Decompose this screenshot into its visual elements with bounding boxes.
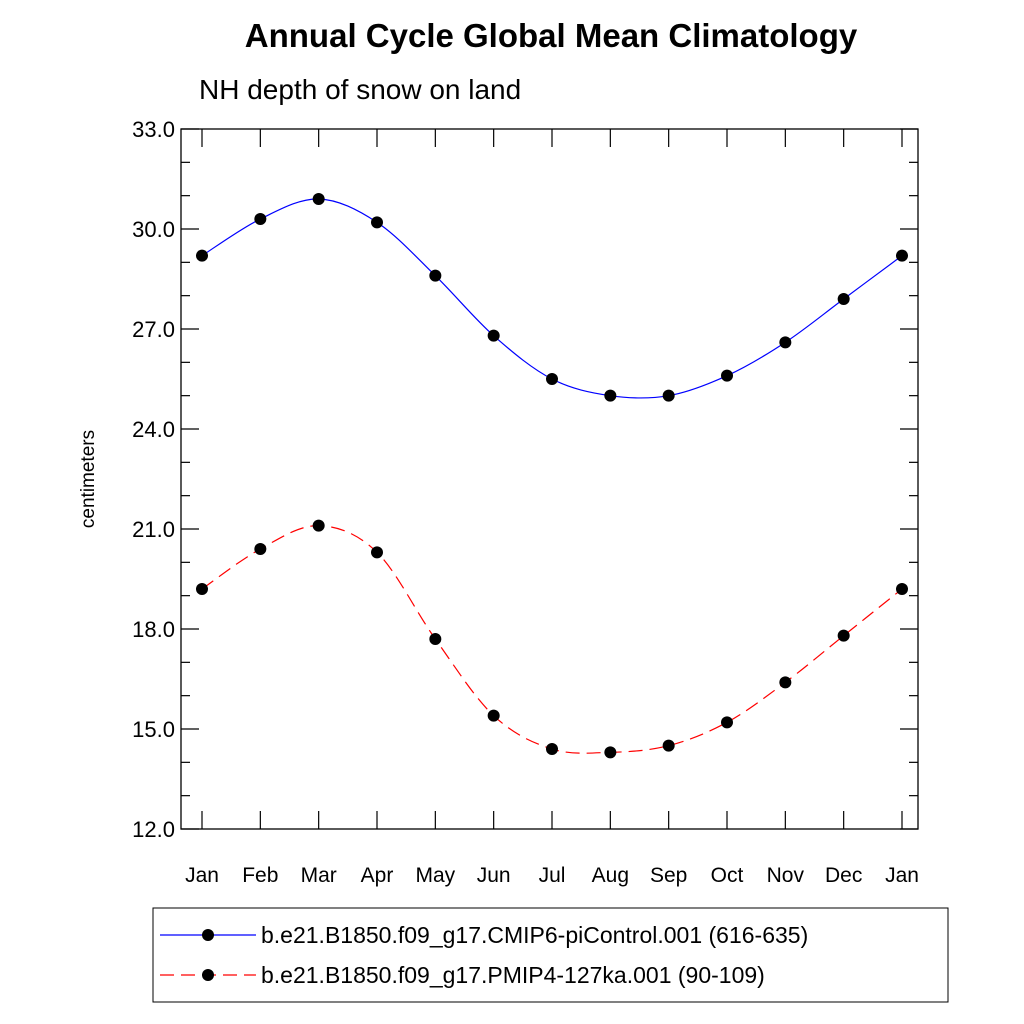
x-tick-label: Oct <box>711 864 744 887</box>
plot-frame <box>180 128 919 830</box>
data-point <box>312 519 325 532</box>
x-tick-label: Aug <box>592 864 629 887</box>
data-point <box>779 336 792 349</box>
data-point <box>254 213 267 225</box>
series-group <box>196 193 908 759</box>
data-point <box>604 746 617 759</box>
data-point <box>896 249 908 262</box>
y-tick-label: 30.0 <box>132 217 175 242</box>
data-point <box>429 633 442 645</box>
data-point <box>721 369 733 382</box>
data-point <box>371 546 383 559</box>
legend-entry-1: b.e21.B1850.f09_g17.PMIP4-127ka.001 (90-… <box>160 962 765 988</box>
legend-marker-0 <box>202 929 214 941</box>
y-axis-label: centimeters <box>78 430 99 528</box>
legend-box <box>152 907 949 1003</box>
data-point <box>604 389 617 402</box>
series-line-0 <box>201 198 903 399</box>
y-tick-label: 12.0 <box>132 817 175 842</box>
x-tick-label: Mar <box>301 864 337 887</box>
axis-ticks <box>181 128 918 830</box>
data-point <box>896 583 908 595</box>
data-point <box>721 716 733 729</box>
data-point <box>487 329 500 342</box>
series-line-1 <box>201 525 903 754</box>
data-point <box>196 583 208 595</box>
x-tick-label: Nov <box>767 864 805 887</box>
x-tick-labels: Jan Feb Mar Apr May Jun Jul Aug Sep Oct Nov Dec Jan <box>185 864 919 887</box>
data-point <box>196 249 208 262</box>
x-tick-label: Apr <box>361 864 394 887</box>
x-tick-label: Dec <box>825 864 862 887</box>
data-point <box>779 676 792 689</box>
y-tick-label: 18.0 <box>132 617 175 642</box>
x-tick-label: Feb <box>242 864 278 887</box>
x-tick-label: Sep <box>650 864 687 887</box>
x-tick-label: Jan <box>885 864 919 887</box>
legend-entry-0: b.e21.B1850.f09_g17.CMIP6-piControl.001 … <box>160 922 808 948</box>
data-point <box>662 389 675 402</box>
x-tick-label: Jan <box>185 864 219 887</box>
data-point <box>837 629 850 642</box>
y-tick-label: 27.0 <box>132 317 175 342</box>
x-tick-label: May <box>415 864 455 887</box>
data-point <box>312 193 325 205</box>
data-point <box>546 373 558 385</box>
chart-title: Annual Cycle Global Mean Climatology <box>245 17 858 54</box>
data-point <box>429 269 442 282</box>
data-point <box>546 743 558 755</box>
x-tick-label: Jun <box>477 864 511 887</box>
legend-label-1: b.e21.B1850.f09_g17.PMIP4-127ka.001 (90-… <box>261 962 765 988</box>
legend-label-0: b.e21.B1850.f09_g17.CMIP6-piControl.001 … <box>261 922 808 948</box>
y-tick-label: 15.0 <box>132 717 175 742</box>
legend-marker-1 <box>202 969 214 981</box>
chart-subtitle: NH depth of snow on land <box>199 74 521 105</box>
data-point <box>254 543 267 555</box>
x-tick-label: Jul <box>539 864 566 887</box>
data-point <box>371 216 383 229</box>
y-tick-label: 33.0 <box>132 117 175 142</box>
y-tick-label: 24.0 <box>132 417 175 442</box>
y-tick-labels: 12.0 15.0 18.0 21.0 24.0 27.0 30.0 33.0 <box>132 117 175 842</box>
y-tick-label: 21.0 <box>132 517 175 542</box>
data-point <box>837 293 850 305</box>
data-point <box>487 709 500 722</box>
data-point <box>662 739 675 752</box>
